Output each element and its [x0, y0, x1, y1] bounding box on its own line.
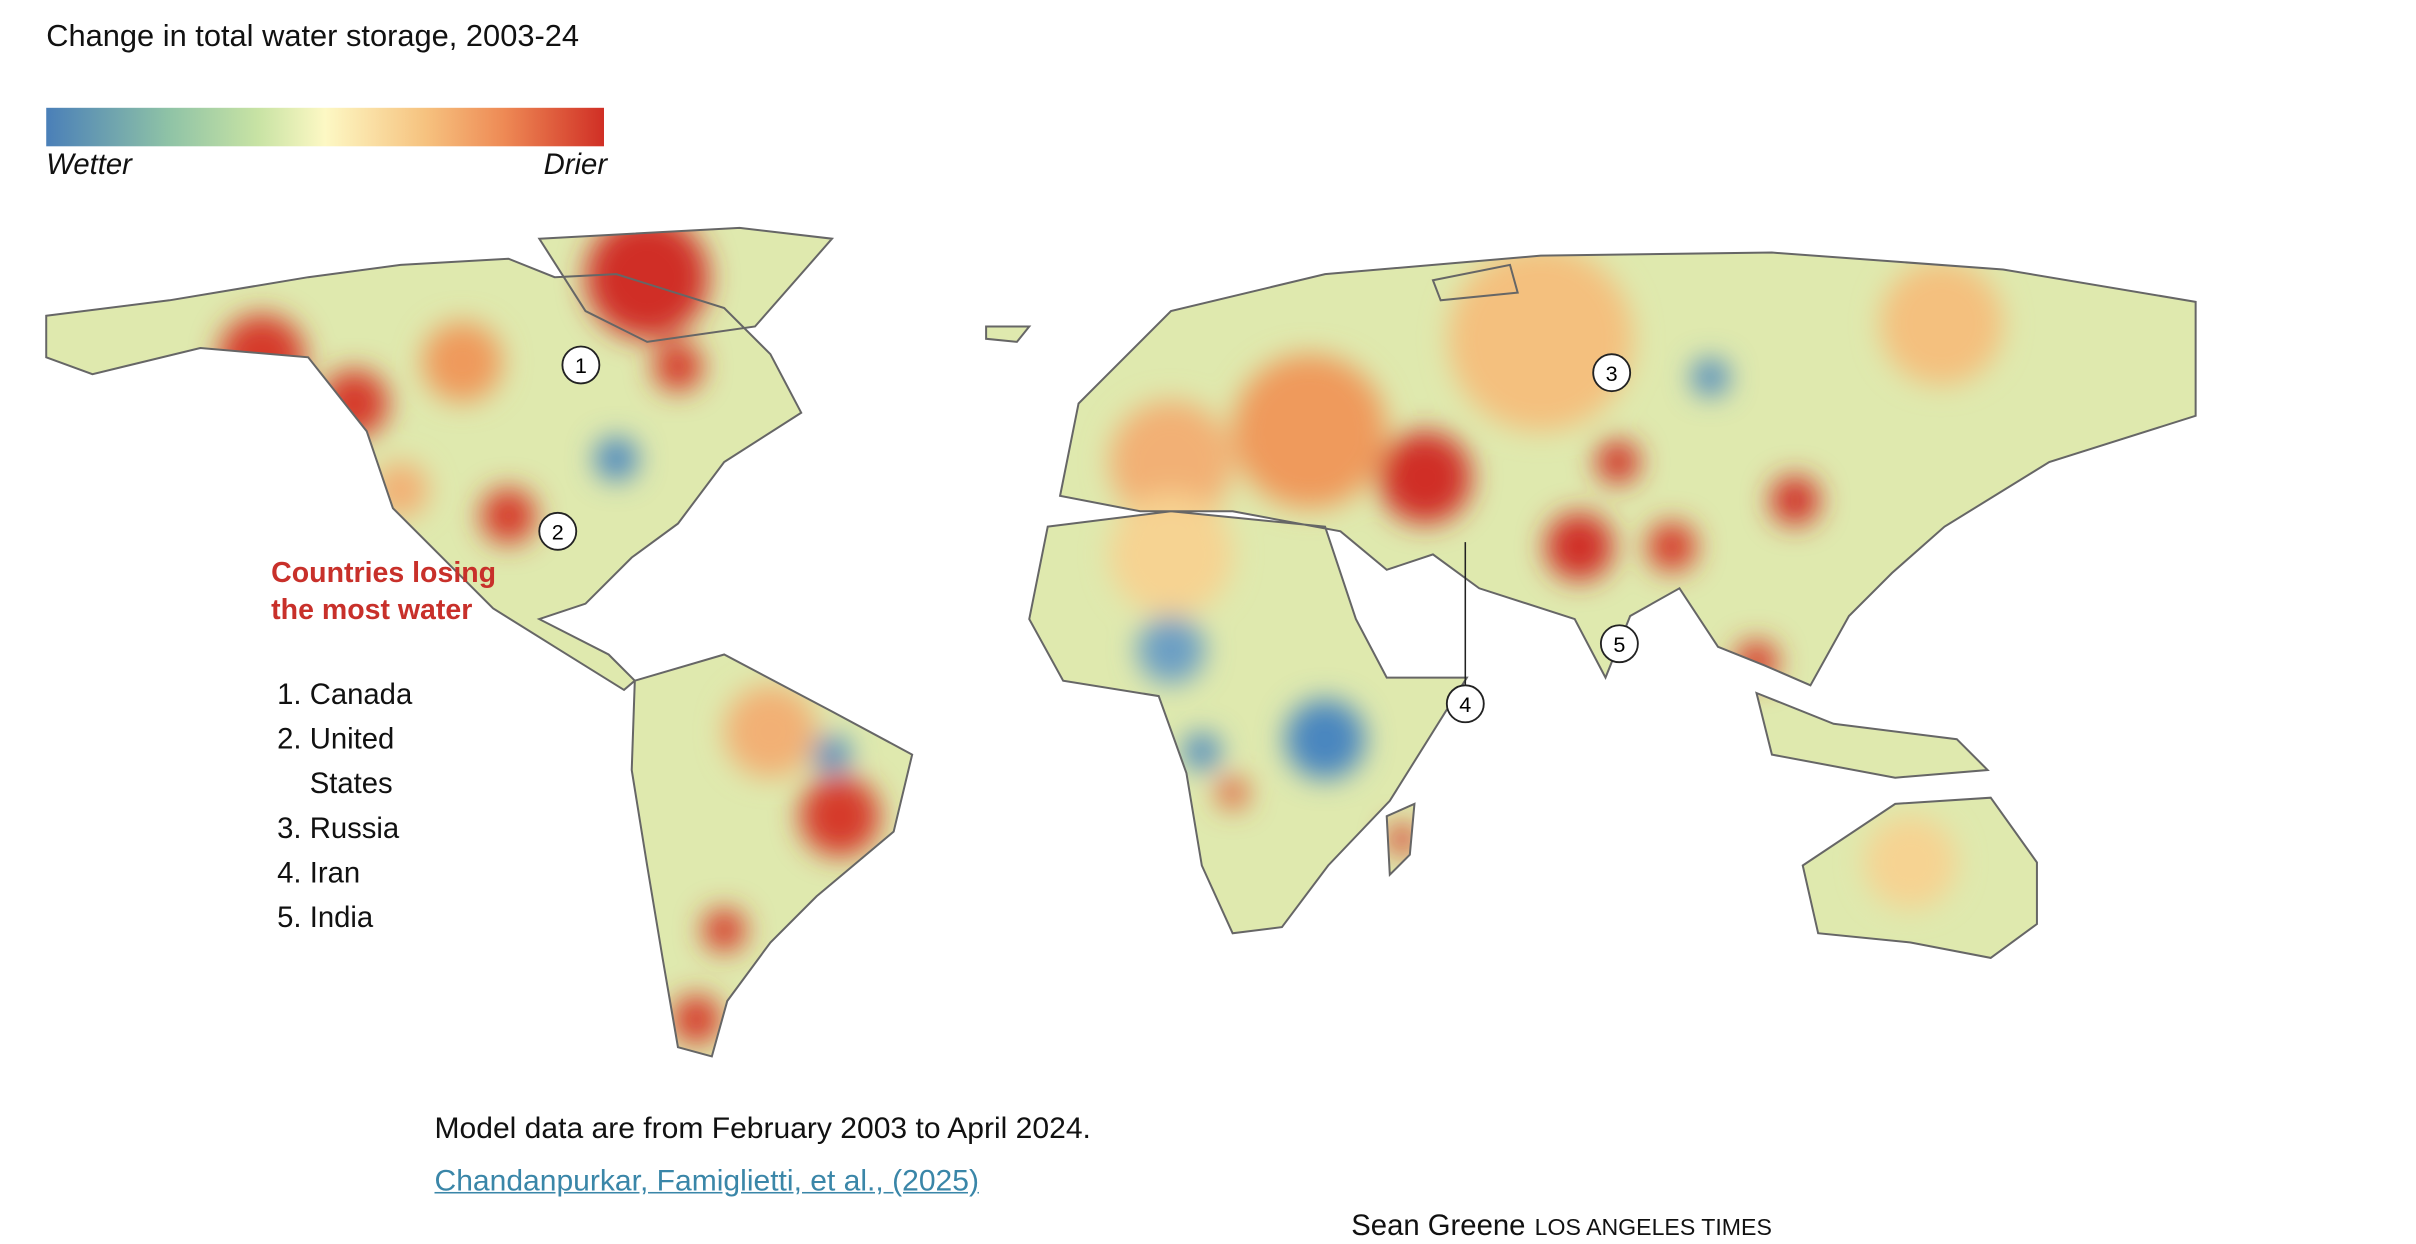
country: Canada	[310, 673, 449, 718]
map-marker: 4	[1445, 684, 1485, 724]
publisher: LOS ANGELES TIMES	[1534, 1215, 1772, 1242]
map-marker: 1	[561, 345, 601, 385]
marker-circle	[1599, 624, 1639, 664]
model-note: Model data are from February 2003 to Apr…	[434, 1111, 1091, 1146]
map-marker: 5	[1599, 624, 1639, 664]
legend-title: Change in total water storage, 2003-24	[46, 20, 580, 54]
color-scale	[46, 107, 604, 147]
credit: Sean Greene LOS ANGELES TIMES	[1351, 1210, 1772, 1244]
scale-low: Wetter	[46, 149, 132, 182]
map-marker: 3	[1592, 353, 1632, 393]
marker-label: 5	[1613, 632, 1625, 657]
marker-circle	[1592, 353, 1632, 393]
storage-field	[46, 227, 2196, 1057]
marker-circle	[561, 345, 601, 385]
country: India	[310, 896, 449, 941]
countries-heading: Countries losing the most water	[271, 555, 497, 625]
countries-list: CanadaUnited StatesRussiaIranIndia	[271, 673, 448, 941]
marker-label: 3	[1606, 361, 1618, 386]
country: United States	[310, 718, 449, 807]
marker-label: 4	[1459, 692, 1471, 717]
country: Russia	[310, 807, 449, 852]
marker-label: 1	[575, 353, 587, 378]
country: Iran	[310, 852, 449, 897]
source-link[interactable]: Chandanpurkar, Famiglietti, et al., (202…	[434, 1164, 979, 1199]
marker-circle	[538, 511, 578, 551]
scale-high: Drier	[543, 149, 608, 182]
credit-name: Sean Greene	[1351, 1210, 1526, 1243]
marker-circle	[1445, 684, 1485, 724]
marker-label: 2	[552, 520, 564, 545]
map-marker: 2	[538, 511, 578, 551]
